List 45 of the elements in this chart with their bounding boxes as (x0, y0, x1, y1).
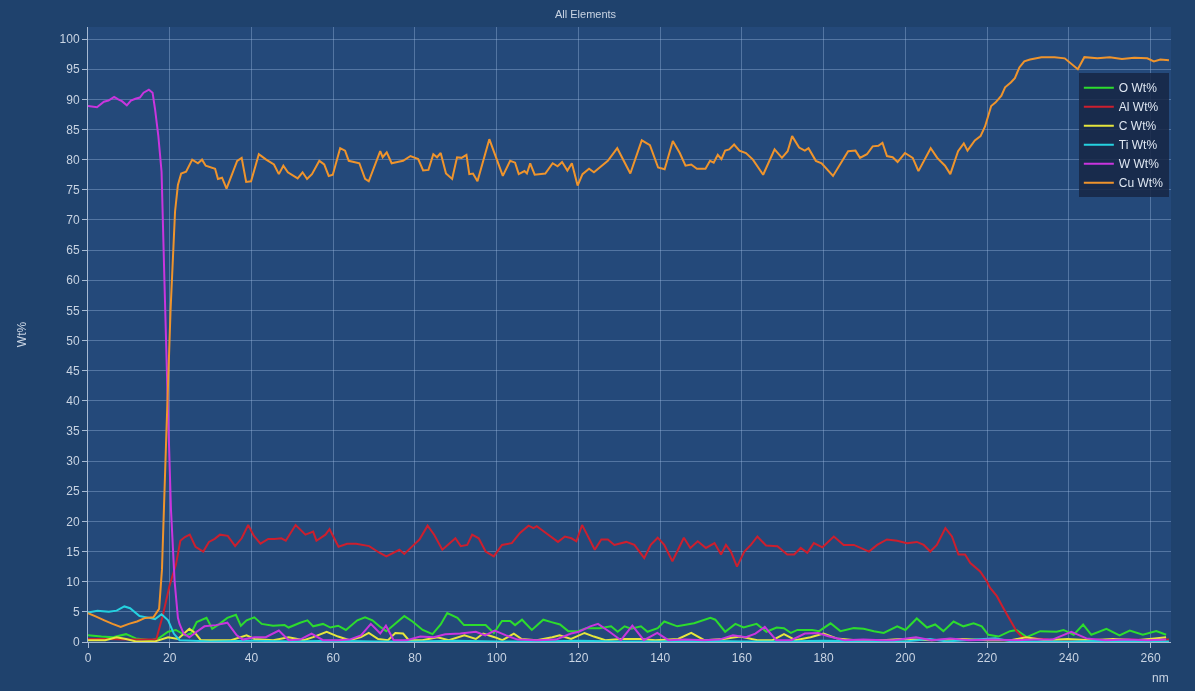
y-tick-label: 45 (66, 363, 80, 378)
y-tick-label: 0 (72, 635, 80, 650)
y-tick-label: 30 (66, 454, 80, 469)
x-tick-label: 20 (163, 651, 177, 666)
x-tick-label: 100 (486, 651, 508, 666)
y-axis-title: Wt% (14, 321, 29, 348)
legend-label: Cu Wt% (1118, 176, 1164, 191)
legend-label: O Wt% (1118, 81, 1158, 96)
x-tick-label: 0 (84, 651, 92, 666)
y-tick-label: 85 (66, 122, 80, 137)
y-tick-label: 50 (66, 333, 80, 348)
x-tick-label: 200 (895, 651, 916, 666)
y-tick-label: 90 (66, 92, 80, 107)
y-tick-label: 65 (66, 243, 80, 258)
x-tick-label: 60 (326, 651, 341, 666)
x-axis-title: nm (1152, 671, 1169, 685)
legend-label: W Wt% (1118, 157, 1160, 172)
y-tick-label: 10 (66, 574, 80, 589)
y-tick-label: 20 (66, 514, 80, 529)
y-tick-label: 40 (66, 394, 80, 409)
y-tick-label: 15 (66, 544, 80, 559)
legend-label: Ti Wt% (1118, 138, 1158, 153)
y-tick-label: 5 (72, 605, 80, 620)
y-tick-label: 75 (66, 182, 80, 197)
y-tick-label: 100 (59, 32, 80, 47)
x-tick-label: 140 (650, 651, 671, 666)
y-tick-label: 25 (66, 484, 80, 499)
x-tick-label: 220 (977, 651, 998, 666)
y-tick-label: 95 (66, 62, 80, 77)
x-tick-label: 260 (1140, 651, 1161, 666)
chart-title: All Elements (554, 8, 617, 21)
x-tick-label: 40 (244, 651, 259, 666)
y-tick-label: 80 (66, 152, 80, 167)
x-tick-label: 240 (1058, 651, 1080, 666)
legend-label: C Wt% (1118, 119, 1157, 134)
y-tick-label: 70 (66, 213, 80, 228)
legend-label: Al Wt% (1118, 100, 1159, 115)
x-tick-label: 180 (813, 651, 834, 666)
x-tick-label: 160 (731, 651, 753, 666)
y-tick-label: 55 (66, 303, 80, 318)
y-tick-label: 60 (66, 273, 80, 288)
x-tick-label: 120 (568, 651, 589, 666)
line-series (88, 612, 1168, 642)
y-tick-label: 35 (66, 424, 80, 439)
x-tick-label: 80 (408, 651, 422, 666)
